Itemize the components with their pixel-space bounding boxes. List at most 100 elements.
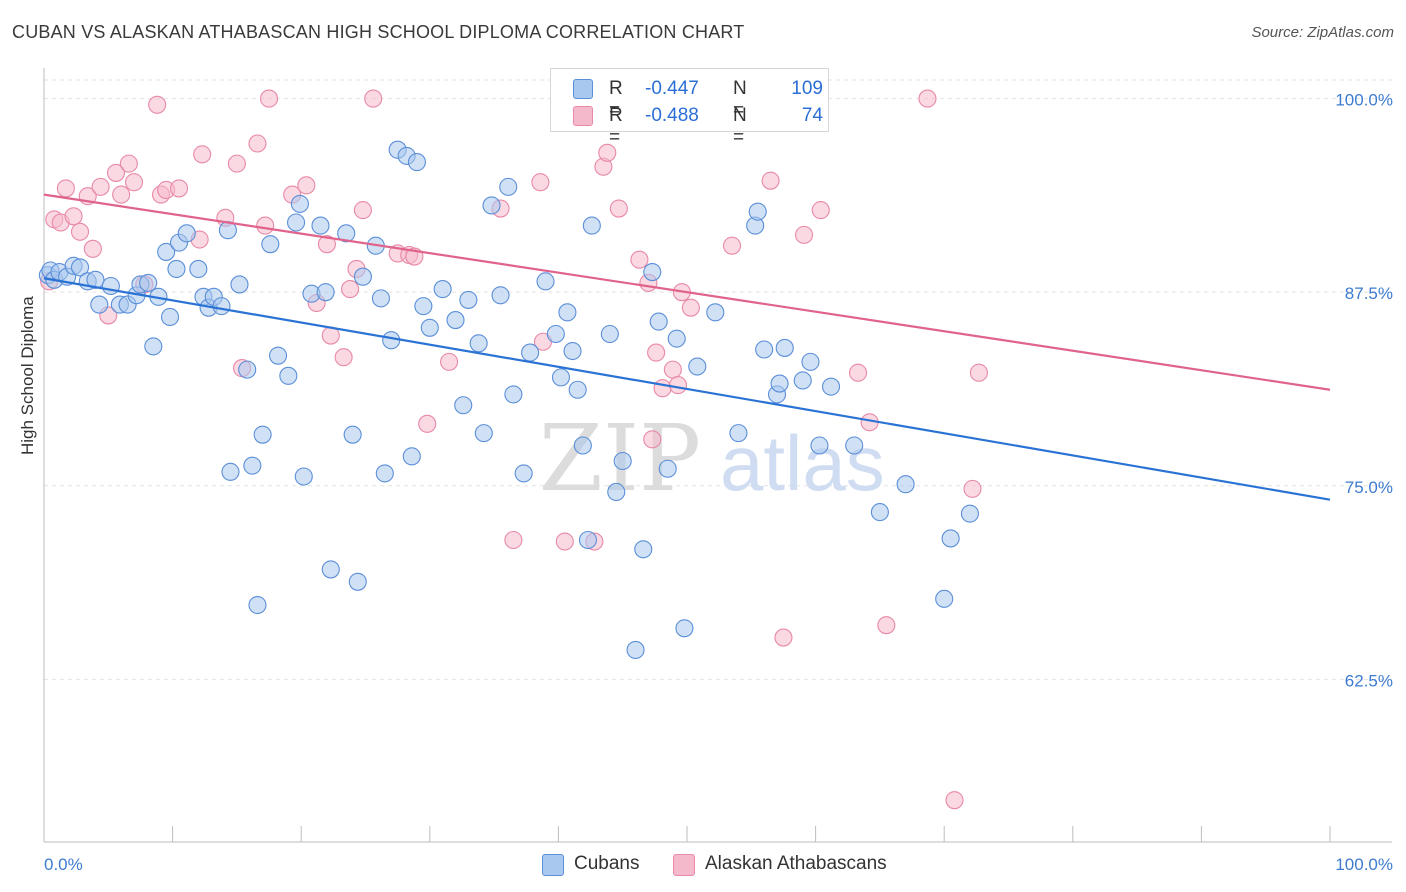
point-alaskan-athabascans: [124, 173, 144, 192]
point-alaskan-athabascans: [56, 179, 75, 198]
point-cubans: [770, 374, 789, 393]
y-axis-label: High School Diploma: [18, 296, 37, 455]
series-cubans: [38, 140, 979, 660]
point-cubans: [279, 366, 298, 385]
point-alaskan-athabascans: [418, 414, 437, 433]
point-cubans: [558, 303, 577, 322]
point-cubans: [821, 377, 841, 396]
point-cubans: [658, 459, 677, 478]
point-cubans: [90, 295, 109, 314]
point-alaskan-athabascans: [598, 143, 617, 162]
point-alaskan-athabascans: [969, 363, 988, 382]
point-cubans: [321, 560, 340, 579]
point-cubans: [551, 368, 571, 387]
point-alaskan-athabascans: [83, 239, 102, 258]
point-cubans: [294, 467, 313, 486]
point-alaskan-athabascans: [297, 176, 316, 195]
point-cubans: [353, 267, 372, 286]
point-alaskan-athabascans: [722, 236, 742, 255]
legend-r-label: R =: [609, 78, 623, 121]
point-cubans: [667, 329, 686, 348]
point-cubans: [101, 276, 120, 296]
legend-swatch-cubans: [573, 79, 593, 99]
trend-lines: [43, 193, 1331, 501]
point-alaskan-athabascans: [317, 235, 336, 254]
point-cubans: [499, 177, 518, 196]
x-tick-label: 100.0%: [1335, 855, 1393, 874]
point-alaskan-athabascans: [945, 791, 964, 810]
point-cubans: [287, 213, 306, 232]
point-alaskan-athabascans: [364, 89, 383, 108]
trend-line-alaskan-athabascans: [43, 193, 1331, 391]
chart-title: CUBAN VS ALASKAN ATHABASCAN HIGH SCHOOL …: [12, 22, 745, 42]
point-cubans: [230, 275, 249, 294]
point-cubans: [269, 346, 288, 365]
point-cubans: [482, 196, 501, 215]
legend-n-value: 74: [801, 105, 823, 126]
point-cubans: [371, 289, 390, 308]
point-cubans: [316, 283, 335, 302]
y-tick-label: 62.5%: [1345, 671, 1393, 690]
point-cubans: [261, 235, 280, 254]
point-cubans: [810, 436, 829, 455]
point-cubans: [546, 324, 565, 344]
point-cubans: [729, 424, 748, 443]
point-cubans: [311, 216, 330, 235]
point-alaskan-athabascans: [341, 280, 360, 299]
point-cubans: [189, 259, 208, 279]
point-cubans: [221, 462, 240, 481]
point-cubans: [459, 290, 478, 309]
point-alaskan-athabascans: [647, 343, 666, 362]
point-alaskan-athabascans: [643, 430, 662, 449]
point-cubans: [793, 371, 812, 390]
point-alaskan-athabascans: [227, 154, 246, 173]
point-cubans: [407, 153, 426, 172]
point-cubans: [420, 318, 439, 337]
point-cubans: [382, 331, 401, 350]
watermark: ZIP atlas: [539, 405, 885, 512]
grid-lines: [44, 79, 1392, 680]
point-cubans: [573, 436, 592, 455]
point-alaskan-athabascans: [119, 154, 138, 173]
point-cubans: [343, 425, 362, 444]
point-cubans: [845, 436, 864, 455]
point-alaskan-athabascans: [963, 479, 982, 498]
point-alaskan-athabascans: [761, 171, 780, 190]
point-cubans: [521, 343, 540, 362]
bottom-legend-swatch-cubans: [542, 854, 564, 876]
legend-r-label: R =: [609, 105, 623, 148]
point-cubans: [775, 338, 794, 357]
point-cubans: [649, 312, 668, 331]
point-cubans: [248, 595, 267, 615]
point-cubans: [337, 224, 356, 243]
point-alaskan-athabascans: [877, 616, 896, 635]
point-cubans: [212, 297, 231, 316]
point-alaskan-athabascans: [91, 177, 110, 196]
point-cubans: [688, 357, 707, 376]
point-cubans: [600, 324, 619, 344]
point-cubans: [160, 307, 180, 327]
point-alaskan-athabascans: [259, 89, 279, 108]
point-alaskan-athabascans: [794, 225, 814, 244]
point-cubans: [563, 341, 582, 361]
point-cubans: [634, 540, 653, 559]
point-alaskan-athabascans: [531, 173, 550, 192]
legend-r-value: -0.447: [645, 78, 699, 99]
point-alaskan-athabascans: [774, 628, 793, 647]
point-cubans: [86, 270, 105, 289]
point-cubans: [748, 202, 767, 221]
point-cubans: [144, 337, 163, 356]
point-cubans: [643, 262, 662, 282]
point-cubans: [675, 619, 694, 638]
point-cubans: [568, 380, 587, 399]
series-alaskan-athabascans: [40, 89, 988, 810]
legend-n-value: 109: [791, 78, 823, 99]
point-cubans: [514, 464, 533, 483]
point-alaskan-athabascans: [609, 199, 628, 218]
point-alaskan-athabascans: [169, 179, 189, 198]
point-alaskan-athabascans: [248, 134, 267, 153]
axes: [43, 68, 1392, 843]
point-cubans: [375, 464, 394, 483]
point-cubans: [896, 475, 915, 494]
